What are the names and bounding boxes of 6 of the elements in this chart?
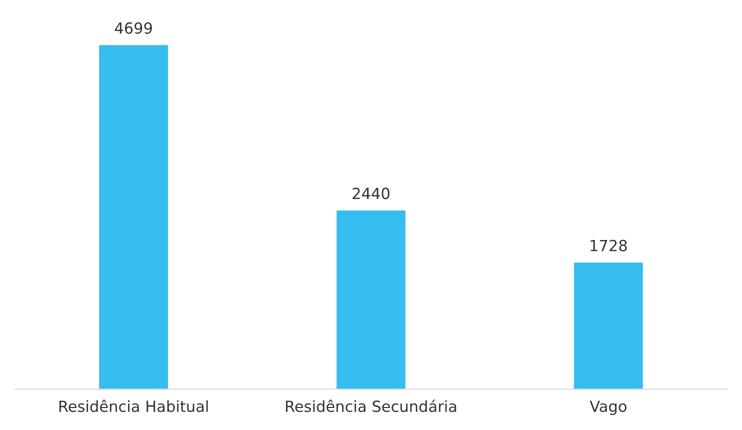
x-tick-label: Vago: [590, 400, 626, 416]
x-tick-label: Residência Habitual: [59, 400, 208, 412]
data-label: 1728: [590, 240, 627, 252]
data-label: 2440: [352, 188, 390, 200]
data-label: 4699: [114, 22, 152, 34]
x-tick-label: Residência Secundária: [286, 400, 456, 412]
